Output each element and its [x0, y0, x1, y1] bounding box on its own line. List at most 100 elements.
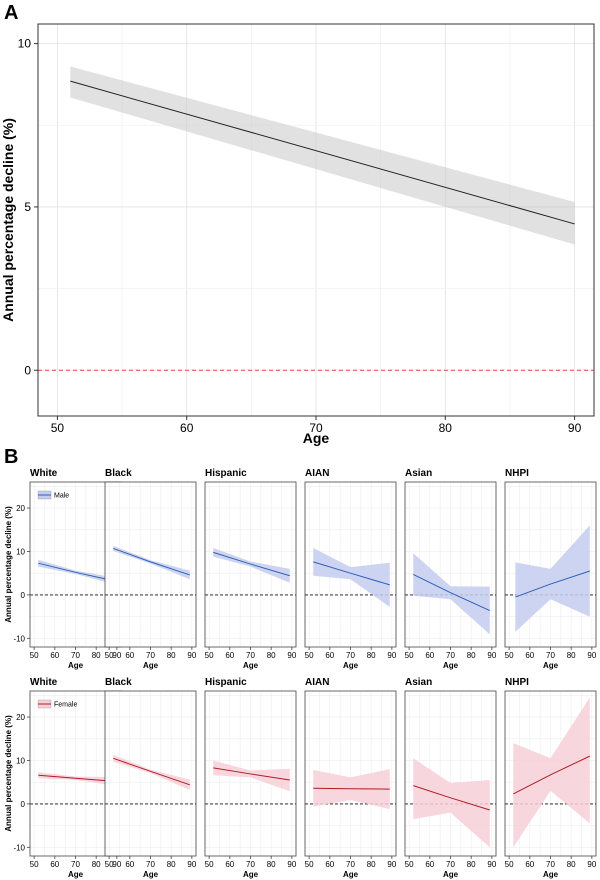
x-tick-label: 50: [405, 860, 414, 869]
x-tick-label: 80: [92, 651, 101, 660]
confidence-band: [70, 66, 575, 245]
x-tick-label: 70: [446, 860, 455, 869]
x-tick-label: 90: [587, 651, 596, 660]
x-tick-label: 80: [567, 860, 576, 869]
x-tick-label: 70: [246, 651, 255, 660]
x-tick-label: 70: [546, 860, 555, 869]
x-tick-label: 70: [246, 860, 255, 869]
confidence-band: [213, 548, 290, 583]
facet-title-white: White: [30, 468, 58, 479]
y-tick-label: 0: [21, 800, 26, 809]
x-axis-title: Age: [543, 870, 559, 879]
y-tick-label: 10: [18, 37, 32, 51]
x-tick-label: 90: [568, 421, 582, 435]
confidence-band: [515, 525, 590, 632]
x-tick-label: 80: [92, 860, 101, 869]
x-tick-label: 60: [525, 860, 534, 869]
facet-title-black: Black: [105, 468, 132, 479]
x-tick-label: 60: [180, 421, 194, 435]
x-tick-label: 90: [487, 860, 496, 869]
trend-line: [113, 757, 190, 786]
x-tick-label: 80: [267, 860, 276, 869]
x-tick-label: 70: [309, 421, 323, 435]
facet-title-nhpi: NHPI: [505, 468, 529, 479]
x-tick-label: 80: [167, 860, 176, 869]
x-tick-label: 60: [125, 860, 134, 869]
facet-title-asian: Asian: [405, 677, 432, 688]
x-tick-label: 90: [187, 860, 196, 869]
x-axis-title: Age: [68, 661, 84, 670]
y-tick-label: -10: [13, 843, 25, 852]
x-tick-label: 70: [146, 651, 155, 660]
trend-line: [513, 755, 591, 795]
trend-line: [213, 767, 290, 781]
x-tick-label: 50: [405, 651, 414, 660]
x-tick-label: 90: [112, 860, 121, 869]
facet-title-hispanic: Hispanic: [205, 468, 247, 479]
x-axis-title: Age: [343, 661, 359, 670]
x-axis-title: Age: [543, 661, 559, 670]
confidence-band: [213, 760, 290, 792]
x-tick-label: 70: [346, 651, 355, 660]
x-axis-title: Age: [68, 870, 84, 879]
x-tick-label: 60: [225, 651, 234, 660]
facet-title-black: Black: [105, 677, 132, 688]
y-axis-title: Annual percentage decline (%): [0, 118, 16, 322]
x-tick-label: 90: [287, 860, 296, 869]
panel-a-chart: 50 60 70 80 90 0 5 10 Age Annual percentage decli…: [0, 23, 595, 446]
trend-line: [515, 570, 590, 598]
x-tick-label: 60: [325, 651, 334, 660]
x-tick-label: 80: [167, 651, 176, 660]
confidence-band: [413, 758, 490, 848]
x-tick-label: 80: [367, 860, 376, 869]
facet-title-nhpi: NHPI: [505, 677, 529, 688]
x-tick-label: 90: [112, 651, 121, 660]
x-tick-label: 90: [387, 860, 396, 869]
trend-line: [113, 547, 190, 576]
panel-a-label: A: [4, 2, 18, 24]
y-tick-label: 20: [16, 504, 25, 513]
y-tick-label: -10: [13, 634, 25, 643]
x-axis-title: Age: [143, 870, 159, 879]
x-tick-label: 90: [187, 651, 196, 660]
x-axis-title: Age: [243, 661, 259, 670]
x-tick-label: 80: [439, 421, 453, 435]
x-tick-label: 70: [146, 860, 155, 869]
x-axis-title: Age: [443, 661, 459, 670]
x-tick-label: 50: [205, 651, 214, 660]
confidence-band: [38, 772, 115, 786]
x-tick-label: 60: [525, 651, 534, 660]
panel-b-label: B: [4, 446, 18, 468]
trend-line: [313, 561, 390, 586]
x-tick-label: 60: [50, 651, 59, 660]
x-axis-title: Age: [143, 661, 159, 670]
y-axis-title: Annual percentage decline (%): [4, 506, 13, 623]
legend-label-male: Male: [54, 493, 69, 500]
y-tick-label: 0: [21, 591, 26, 600]
x-tick-label: 90: [287, 651, 296, 660]
trend-line: [38, 562, 115, 582]
x-axis-title: Age: [303, 430, 330, 446]
y-axis-title: Annual percentage decline (%): [4, 715, 13, 832]
confidence-band: [313, 548, 390, 608]
x-tick-label: 90: [587, 860, 596, 869]
x-tick-label: 50: [105, 860, 114, 869]
x-tick-label: 60: [125, 651, 134, 660]
x-tick-label: 60: [425, 651, 434, 660]
x-tick-label: 60: [425, 860, 434, 869]
y-tick-label: 20: [16, 713, 25, 722]
x-tick-label: 80: [467, 860, 476, 869]
x-tick-label: 80: [467, 651, 476, 660]
x-tick-label: 50: [30, 860, 39, 869]
x-tick-label: 60: [325, 860, 334, 869]
confidence-band: [113, 754, 190, 790]
x-tick-label: 70: [546, 651, 555, 660]
x-tick-label: 50: [30, 651, 39, 660]
y-tick-label: 10: [16, 547, 25, 556]
facet-title-aian: AIAN: [305, 677, 329, 688]
x-tick-label: 50: [305, 651, 314, 660]
trend-line: [413, 785, 490, 811]
confidence-band: [413, 553, 490, 635]
x-axis-title: Age: [443, 870, 459, 879]
